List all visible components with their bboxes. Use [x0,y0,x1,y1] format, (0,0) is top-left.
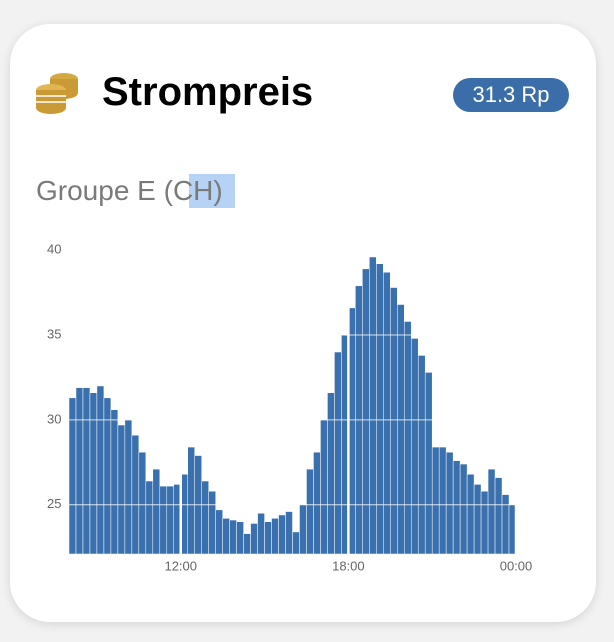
y-tick-label: 40 [47,242,61,257]
bar [397,304,405,555]
bar [306,468,314,555]
bar [68,397,77,555]
chart: 25 30 35 40 12:00 18:00 00:00 [47,240,533,573]
bar [131,434,140,555]
price-badge[interactable]: 31.3 Rp [453,78,569,112]
bar [417,355,426,555]
bar [124,419,133,555]
bar [299,504,307,555]
bar [250,523,258,555]
bar [236,521,244,555]
bar [271,518,279,555]
bar [138,451,147,555]
bar [201,480,209,555]
bar [96,385,105,555]
bar [208,490,216,555]
bar [327,392,335,555]
bar [431,446,440,555]
bar [494,477,503,555]
bar [145,480,154,555]
bar [152,468,161,555]
bar [110,409,119,555]
bar [159,485,168,555]
bar [334,351,342,555]
bar [362,268,370,555]
bar [285,511,293,555]
bar [89,392,98,555]
bar [438,446,447,555]
y-tick-label: 30 [47,411,61,426]
bar [264,521,272,555]
bar [215,509,223,555]
bar [452,460,461,555]
bar [390,287,398,555]
bar [82,387,91,555]
bar [383,271,391,555]
bar [410,338,419,555]
bar [75,387,84,555]
chart-title: Groupe E (CH) [36,175,223,206]
bar [117,424,126,555]
bar [445,451,454,555]
coins-icon [36,73,78,114]
bar [376,263,384,555]
bar [187,446,195,555]
text-selection [189,174,235,208]
bar [404,321,412,555]
bar [222,518,230,555]
bar [487,468,496,555]
x-tick-label: 12:00 [164,558,197,573]
bar [459,463,468,555]
bar [103,397,112,555]
bar [473,484,482,555]
bar [229,519,237,555]
y-tick-label: 25 [47,496,61,511]
y-tick-label: 35 [47,326,61,341]
bar [313,451,321,555]
bar [292,531,300,555]
bar [257,513,265,555]
bar [320,419,328,555]
bar [369,256,377,555]
x-tick-label: 18:00 [332,558,365,573]
bar [501,494,510,555]
bar [166,485,175,555]
bar [424,372,433,555]
bar [466,473,475,555]
x-tick-label: 00:00 [500,558,533,573]
bar [243,533,251,555]
card-title: Strompreis [102,70,314,114]
bar [278,514,286,555]
bar [480,490,489,555]
